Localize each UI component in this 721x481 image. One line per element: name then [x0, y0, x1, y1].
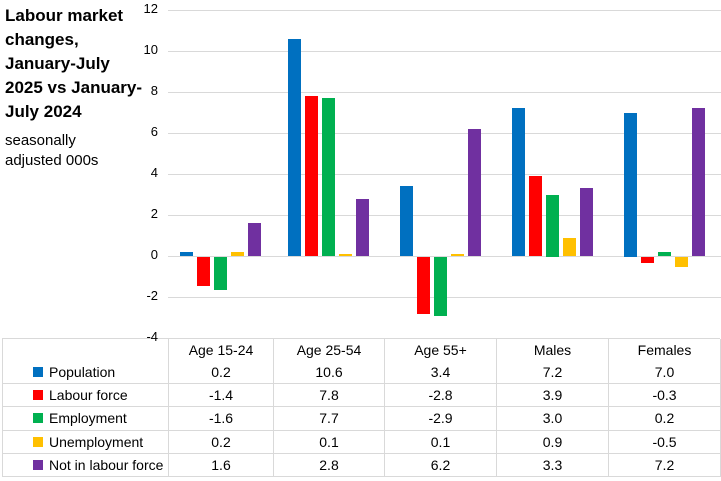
series-color-swatch-not-in-labour-force: [33, 459, 43, 470]
bar-population-males: [512, 108, 525, 256]
table-corner-cell: [3, 339, 169, 361]
table-value-labour-force-age-25-54: 7.8: [274, 384, 385, 408]
gridline: [168, 215, 721, 216]
table-value-employment-age-15-24: -1.6: [169, 407, 274, 431]
bar-not-in-labour-force-age-15-24: [248, 223, 261, 256]
bar-population-age-15-24: [180, 252, 193, 256]
series-label: Labour force: [49, 387, 128, 404]
series-label: Not in labour force: [49, 456, 164, 473]
table-value-not-in-labour-force-age-25-54: 2.8: [274, 453, 385, 477]
table-value-unemployment-females: -0.5: [609, 430, 721, 454]
series-color-swatch-labour-force: [33, 390, 43, 401]
bar-unemployment-age-15-24: [231, 252, 244, 256]
y-axis-label: 12: [143, 1, 158, 16]
table-value-unemployment-age-15-24: 0.2: [169, 430, 274, 454]
table-value-population-age-55: 3.4: [385, 361, 497, 385]
table-value-not-in-labour-force-age-15-24: 1.6: [169, 453, 274, 477]
bar-unemployment-age-55: [451, 254, 464, 256]
gridline: [168, 92, 721, 93]
bar-labour-force-age-15-24: [197, 257, 210, 286]
table-value-not-in-labour-force-males: 3.3: [497, 453, 609, 477]
legend-item-labour-force: Labour force: [3, 384, 169, 408]
y-axis-label: 0: [150, 247, 158, 262]
gridline: [168, 256, 721, 257]
table-value-population-males: 7.2: [497, 361, 609, 385]
table-value-employment-age-55: -2.9: [385, 407, 497, 431]
bar-not-in-labour-force-age-55: [468, 129, 481, 256]
bar-labour-force-females: [641, 257, 654, 263]
bar-not-in-labour-force-age-25-54: [356, 199, 369, 256]
y-axis-label: 6: [150, 124, 158, 139]
bar-employment-males: [546, 195, 559, 257]
table-value-not-in-labour-force-age-55: 6.2: [385, 453, 497, 477]
table-header-age-55: Age 55+: [385, 339, 497, 361]
x-axis-line: [2, 338, 720, 339]
series-label: Population: [49, 364, 116, 381]
table-value-population-females: 7.0: [609, 361, 721, 385]
gridline: [168, 133, 721, 134]
bar-employment-age-25-54: [322, 98, 335, 256]
table-value-employment-females: 0.2: [609, 407, 721, 431]
bar-unemployment-males: [563, 238, 576, 256]
table-header-age-25-54: Age 25-54: [274, 339, 385, 361]
bar-not-in-labour-force-males: [580, 188, 593, 256]
table-value-employment-males: 3.0: [497, 407, 609, 431]
series-color-swatch-unemployment: [33, 436, 43, 447]
gridline: [168, 51, 721, 52]
series-color-swatch-population: [33, 367, 43, 378]
bar-labour-force-age-25-54: [305, 96, 318, 256]
table-header-males: Males: [497, 339, 609, 361]
gridline: [168, 174, 721, 175]
title-block: Labour market changes, January-July 2025…: [5, 4, 145, 171]
bar-unemployment-females: [675, 257, 688, 267]
table-value-population-age-15-24: 0.2: [169, 361, 274, 385]
bar-unemployment-age-25-54: [339, 254, 352, 256]
y-axis-label: 4: [150, 165, 158, 180]
table-value-unemployment-age-25-54: 0.1: [274, 430, 385, 454]
bar-employment-age-15-24: [214, 257, 227, 290]
bar-population-age-25-54: [288, 39, 301, 256]
data-table: Age 15-24 Age 25-54 Age 55+ Males Females Pop…: [2, 339, 721, 477]
y-axis-label: 10: [143, 42, 158, 57]
table-value-labour-force-males: 3.9: [497, 384, 609, 408]
legend-item-not-in-labour-force: Not in labour force: [3, 453, 169, 477]
table-value-labour-force-age-15-24: -1.4: [169, 384, 274, 408]
y-axis-label: -2: [146, 288, 158, 303]
y-axis-label: 2: [150, 206, 158, 221]
chart-title: Labour market changes, January-July 2025…: [5, 6, 143, 121]
series-label: Employment: [49, 410, 127, 427]
table-value-not-in-labour-force-females: 7.2: [609, 453, 721, 477]
table-value-labour-force-age-55: -2.8: [385, 384, 497, 408]
chart-subtitle: seasonally adjusted 000s: [5, 132, 99, 169]
series-label: Unemployment: [49, 433, 144, 450]
table-value-unemployment-age-55: 0.1: [385, 430, 497, 454]
bar-labour-force-age-55: [417, 257, 430, 314]
table-value-labour-force-females: -0.3: [609, 384, 721, 408]
legend-item-population: Population: [3, 361, 169, 385]
table-value-population-age-25-54: 10.6: [274, 361, 385, 385]
bar-population-females: [624, 113, 637, 257]
y-axis-label: -4: [146, 329, 158, 344]
bar-not-in-labour-force-females: [692, 108, 705, 256]
series-color-swatch-employment: [33, 413, 43, 424]
bar-employment-age-55: [434, 257, 447, 316]
table-value-employment-age-25-54: 7.7: [274, 407, 385, 431]
bar-employment-females: [658, 252, 671, 256]
legend-item-employment: Employment: [3, 407, 169, 431]
bar-population-age-55: [400, 186, 413, 256]
y-axis-label: 8: [150, 83, 158, 98]
table-header-females: Females: [609, 339, 721, 361]
table-header-age-15-24: Age 15-24: [169, 339, 274, 361]
gridline: [168, 10, 721, 11]
table-value-unemployment-males: 0.9: [497, 430, 609, 454]
bar-labour-force-males: [529, 176, 542, 256]
legend-item-unemployment: Unemployment: [3, 430, 169, 454]
